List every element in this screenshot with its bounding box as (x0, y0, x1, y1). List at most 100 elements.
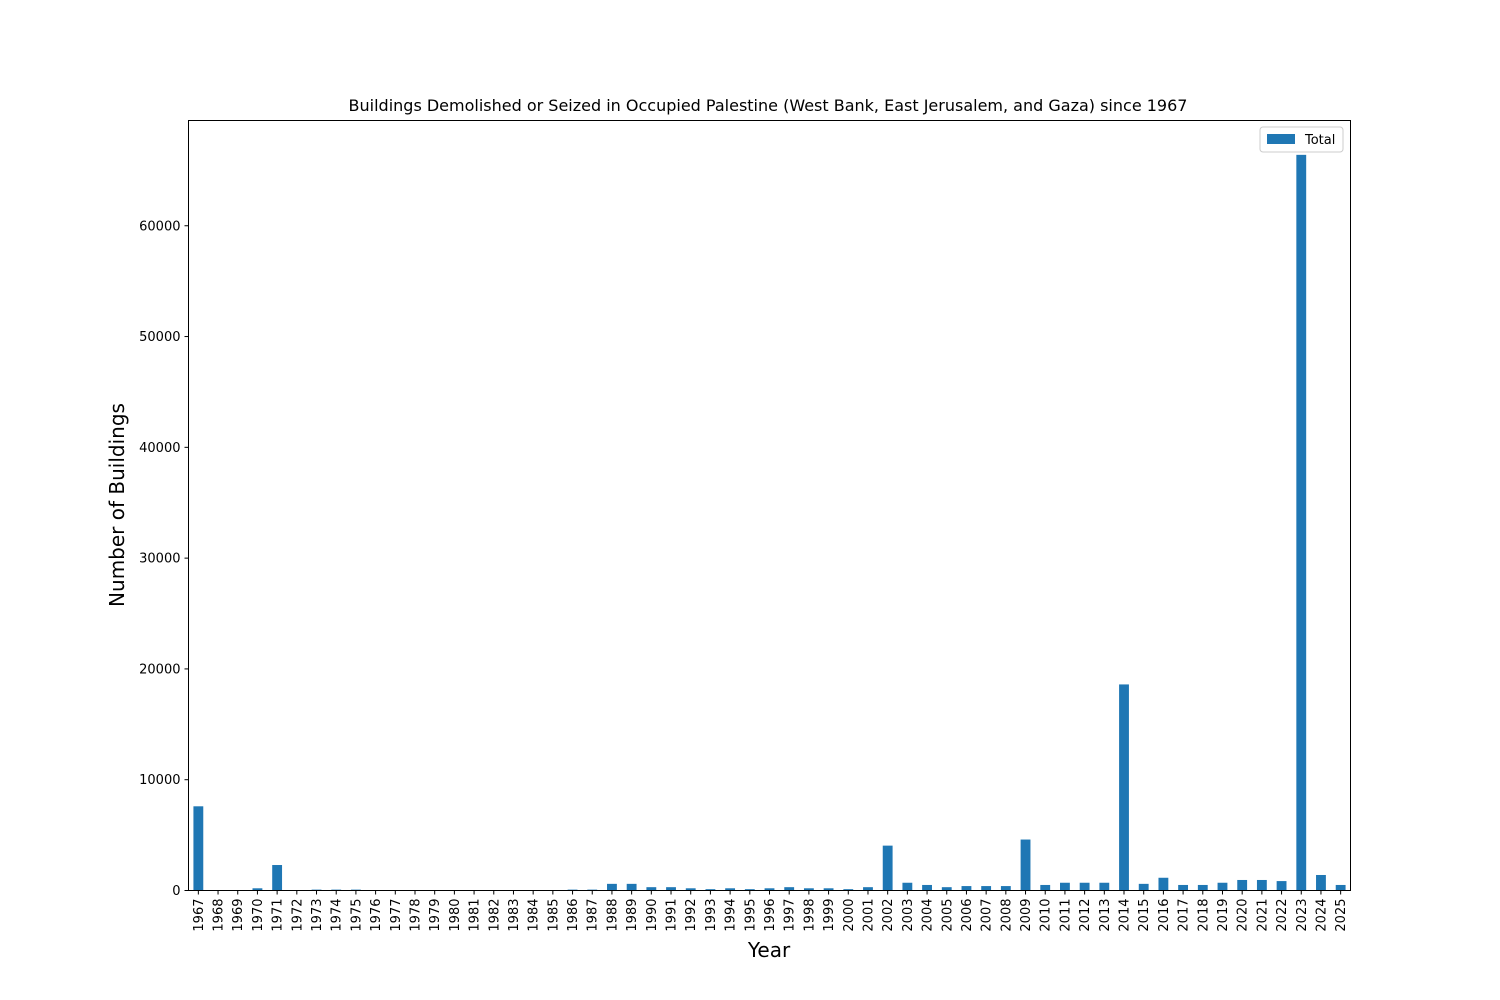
x-tick-label-1972: 1972 (290, 899, 305, 932)
bar-2009 (1020, 839, 1031, 891)
y-axis-ticks: 0 10000 20000 30000 40000 50000 60000 (139, 219, 189, 899)
bar-2005 (941, 887, 952, 891)
x-tick-label-1979: 1979 (428, 899, 443, 932)
bar-1995 (744, 889, 755, 891)
y-axis-label: Number of Buildings (105, 403, 129, 607)
x-tick-label-1986: 1986 (566, 899, 581, 932)
bar-2000 (843, 889, 854, 891)
bar-2004 (922, 884, 932, 891)
x-tick-label-2022: 2022 (1275, 899, 1290, 932)
bar-1999 (823, 888, 834, 891)
bar-2015 (1138, 883, 1149, 891)
x-tick-label-2004: 2004 (921, 899, 936, 932)
bar-2024 (1316, 874, 1326, 891)
x-tick-label-2011: 2011 (1058, 899, 1073, 932)
bar-1993 (705, 889, 716, 891)
legend-box (1259, 126, 1344, 153)
x-tick-label-1987: 1987 (586, 899, 601, 932)
x-tick-label-1981: 1981 (468, 899, 483, 932)
bar-2003 (902, 882, 913, 891)
legend-label-total: Total (1304, 133, 1335, 148)
bar-2023 (1296, 154, 1307, 891)
x-tick-label-1969: 1969 (231, 899, 246, 932)
x-tick-label-1988: 1988 (605, 899, 620, 932)
y-tick-label-50000: 50000 (139, 330, 180, 345)
x-tick-label-2013: 2013 (1098, 899, 1113, 932)
x-tick-label-2020: 2020 (1236, 899, 1251, 932)
x-tick-label-2000: 2000 (842, 899, 857, 932)
x-tick-label-1971: 1971 (271, 899, 286, 932)
bar-2017 (1178, 884, 1189, 891)
x-tick-label-2023: 2023 (1295, 899, 1310, 932)
x-tick-label-2006: 2006 (960, 899, 975, 932)
x-tick-label-2010: 2010 (1039, 899, 1054, 932)
bar-1989 (626, 883, 637, 891)
x-tick-label-1996: 1996 (763, 899, 778, 932)
x-tick-label-1990: 1990 (645, 899, 660, 932)
x-tick-label-1976: 1976 (369, 899, 384, 932)
x-tick-label-1968: 1968 (212, 899, 227, 932)
bar-1970 (252, 888, 263, 891)
x-tick-label-1980: 1980 (448, 899, 463, 932)
x-tick-label-2015: 2015 (1137, 899, 1152, 932)
bar-1994 (725, 888, 736, 891)
bar-1996 (764, 888, 775, 891)
bar-2018 (1197, 884, 1208, 891)
x-tick-label-1983: 1983 (507, 899, 522, 932)
bar-2016 (1158, 877, 1169, 891)
x-tick-label-1984: 1984 (527, 899, 542, 932)
y-tick-label-60000: 60000 (139, 219, 180, 234)
x-tick-label-1982: 1982 (487, 899, 502, 932)
x-tick-label-2018: 2018 (1196, 899, 1211, 932)
x-tick-label-2014: 2014 (1118, 899, 1133, 932)
bar-1971 (272, 865, 283, 891)
bar-2010 (1040, 884, 1051, 891)
x-tick-label-2025: 2025 (1334, 899, 1349, 932)
x-tick-label-2007: 2007 (980, 899, 995, 932)
x-tick-label-1999: 1999 (822, 899, 837, 932)
y-tick-label-0: 0 (172, 884, 180, 899)
x-tick-label-2009: 2009 (1019, 899, 1034, 932)
bar-1988 (607, 883, 617, 891)
x-tick-label-2017: 2017 (1177, 899, 1192, 932)
bars-group (193, 154, 1346, 891)
x-tick-label-1974: 1974 (330, 899, 345, 932)
chart-title: Buildings Demolished or Seized in Occupi… (349, 96, 1188, 115)
bar-2013 (1099, 882, 1110, 891)
x-tick-label-2024: 2024 (1314, 899, 1329, 932)
x-tick-label-2002: 2002 (881, 899, 896, 932)
bar-2021 (1256, 879, 1267, 891)
y-tick-label-30000: 30000 (139, 552, 180, 567)
x-tick-label-1998: 1998 (802, 899, 817, 932)
y-tick-label-20000: 20000 (139, 662, 180, 677)
bar-2022 (1276, 881, 1287, 891)
x-tick-label-2021: 2021 (1255, 899, 1270, 932)
bar-1991 (666, 887, 676, 891)
bar-1990 (646, 887, 657, 891)
x-tick-label-1975: 1975 (349, 899, 364, 932)
bar-2008 (1000, 886, 1011, 891)
x-tick-label-1997: 1997 (783, 899, 798, 932)
bar-2025 (1335, 884, 1346, 891)
x-tick-label-1992: 1992 (684, 899, 699, 932)
legend: Total (1259, 126, 1344, 153)
x-tick-label-1989: 1989 (625, 899, 640, 932)
bar-1967 (193, 806, 204, 891)
bar-1997 (784, 887, 795, 891)
x-tick-label-1995: 1995 (743, 899, 758, 932)
x-tick-label-2016: 2016 (1157, 899, 1172, 932)
x-tick-label-1970: 1970 (251, 899, 266, 932)
y-tick-label-40000: 40000 (139, 441, 180, 456)
x-tick-label-1994: 1994 (724, 899, 739, 932)
x-tick-label-2001: 2001 (861, 899, 876, 932)
plot-frame (188, 120, 1351, 891)
x-tick-label-1977: 1977 (389, 899, 404, 932)
bar-1992 (685, 888, 696, 891)
bar-2011 (1060, 882, 1070, 891)
bar-2002 (882, 845, 893, 891)
legend-swatch-total (1267, 134, 1295, 144)
bar-2014 (1119, 684, 1129, 891)
x-tick-label-2008: 2008 (999, 899, 1014, 932)
x-axis-ticks: 1967 1968 1969 1970 1971 1972 1973 1974 1975 1976… (192, 890, 1349, 932)
